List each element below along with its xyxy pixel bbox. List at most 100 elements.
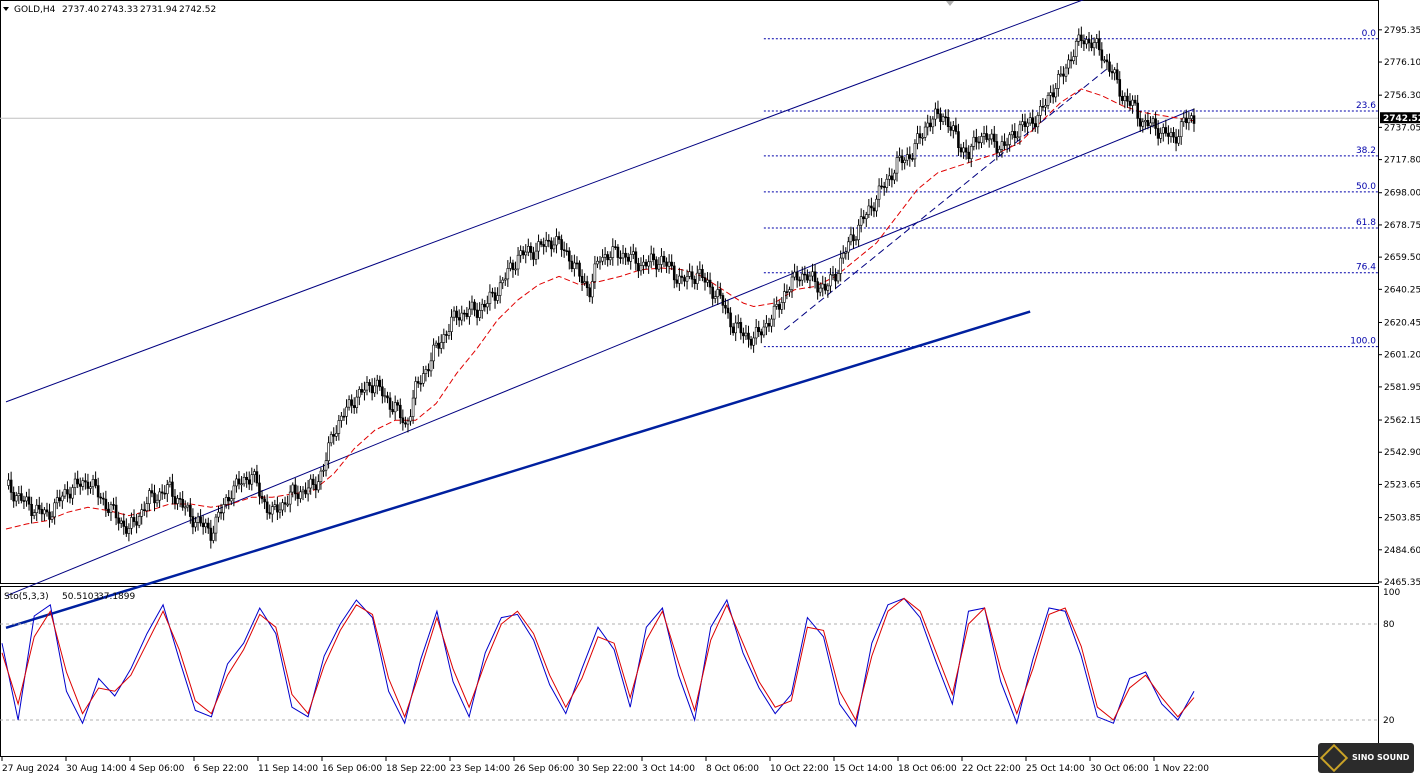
candle-body: [1023, 121, 1027, 127]
channel-lower-line[interactable]: [5, 108, 1195, 597]
candle-body: [841, 252, 845, 259]
candle-body: [793, 271, 796, 278]
candle-body: [985, 133, 988, 140]
candle-body: [1138, 118, 1142, 127]
dropdown-icon[interactable]: [3, 7, 9, 11]
candle-body: [729, 312, 732, 328]
candle-body: [680, 275, 684, 278]
candle-body: [393, 402, 397, 413]
candle-body: [263, 498, 266, 503]
fib-level-label: 76.4: [1356, 263, 1376, 273]
candle-body: [816, 281, 819, 293]
candle-body: [647, 261, 650, 267]
candle-body: [27, 496, 31, 505]
candle-body: [204, 522, 208, 528]
candle-body: [383, 395, 387, 398]
candle-body: [496, 295, 499, 301]
candle-body: [685, 276, 689, 282]
price-tick-label: 2523.65: [1384, 480, 1420, 490]
indicator-pane[interactable]: [0, 586, 1379, 757]
candle-body: [585, 281, 589, 289]
candle-body: [1062, 73, 1065, 77]
candle-body: [299, 491, 302, 499]
candle-body: [25, 496, 28, 502]
candle-body: [1097, 38, 1101, 51]
candle-body: [437, 342, 440, 349]
price-tick-label: 2795.35: [1384, 26, 1420, 36]
main-pane[interactable]: [0, 0, 1379, 584]
candle-body: [306, 487, 310, 495]
candle-body: [762, 326, 766, 336]
dashed-trend-line[interactable]: [784, 68, 1108, 331]
candle-body: [86, 481, 90, 489]
candle-body: [934, 108, 937, 120]
indicator-signal-value: 37.1899: [98, 592, 135, 602]
candle-body: [882, 186, 886, 188]
candle-body: [862, 216, 866, 220]
candle-body: [992, 133, 996, 142]
candle-body: [1067, 59, 1070, 69]
candle-body: [803, 273, 807, 276]
candle-body: [135, 521, 138, 526]
candle-body: [432, 344, 435, 362]
candle-body: [283, 502, 287, 505]
candle-body: [926, 122, 930, 128]
candle-body: [171, 481, 174, 497]
candle-body: [703, 277, 707, 283]
candle-body: [998, 148, 1001, 153]
candle-body: [826, 285, 830, 291]
candle-body: [995, 141, 999, 153]
candle-body: [606, 254, 609, 261]
candle-body: [603, 254, 607, 258]
candle-body: [708, 279, 712, 288]
candle-body: [1021, 121, 1024, 126]
candle-body: [706, 279, 709, 283]
candle-body: [946, 117, 950, 127]
candle-body: [1003, 141, 1006, 146]
candle-body: [811, 271, 814, 277]
candle-body: [501, 279, 505, 284]
candle-body: [189, 504, 192, 517]
candle-body: [1167, 132, 1170, 137]
fib-level-label: 23.6: [1356, 101, 1376, 111]
price-tick-label: 2581.95: [1384, 383, 1420, 393]
price-tick-label: 2620.45: [1384, 318, 1420, 328]
candle-body: [931, 118, 935, 128]
candle-body: [442, 334, 446, 343]
candle-body: [276, 504, 279, 513]
candle-body: [294, 484, 297, 495]
candle-body: [662, 255, 666, 263]
candle-body: [317, 481, 320, 491]
candle-body: [1036, 115, 1040, 128]
candle-body: [772, 305, 776, 320]
candle-body: [1141, 121, 1145, 127]
channel-upper-line[interactable]: [5, 0, 1194, 403]
candle-body: [539, 241, 543, 245]
candle-body: [76, 478, 79, 485]
candle-body: [757, 327, 761, 333]
candle-body: [608, 257, 612, 261]
candle-body: [857, 224, 860, 241]
candle-body: [1008, 134, 1011, 145]
open-value: 2737.40: [62, 5, 99, 15]
sto-signal-line: [1, 597, 1195, 722]
candle-body: [829, 274, 832, 287]
candle-body: [122, 520, 126, 527]
candle-body: [68, 493, 72, 499]
candle-body: [570, 260, 574, 270]
candle-body: [621, 252, 625, 259]
support-trend-line[interactable]: [5, 310, 1031, 629]
candle-body: [736, 322, 740, 324]
candle-body: [58, 497, 62, 502]
candle-body: [53, 502, 56, 518]
candle-body: [834, 273, 837, 282]
candle-body: [767, 323, 771, 327]
candle-body: [893, 172, 896, 181]
candle-body: [918, 133, 922, 139]
moving-average-line: [5, 88, 1195, 530]
sto-main-line: [1, 597, 1195, 728]
chart-shift-marker-icon[interactable]: [946, 1, 954, 6]
candle-body: [798, 279, 802, 282]
